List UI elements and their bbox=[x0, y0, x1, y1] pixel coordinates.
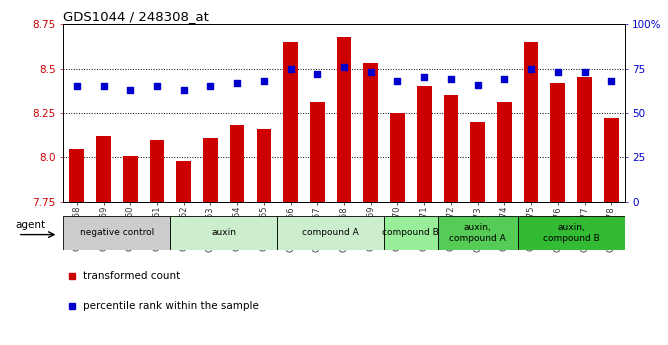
Bar bbox=[203, 138, 218, 345]
Bar bbox=[524, 42, 538, 345]
Point bbox=[419, 75, 430, 80]
Bar bbox=[63, 216, 170, 250]
Text: compound A: compound A bbox=[303, 228, 359, 237]
Bar bbox=[390, 113, 405, 345]
Text: compound B: compound B bbox=[383, 228, 439, 237]
Point bbox=[579, 69, 590, 75]
Bar bbox=[497, 102, 512, 345]
Text: auxin,
compound A: auxin, compound A bbox=[450, 223, 506, 243]
Bar bbox=[69, 148, 84, 345]
Bar bbox=[123, 156, 138, 345]
Text: agent: agent bbox=[16, 220, 46, 230]
Bar bbox=[230, 126, 244, 345]
Point bbox=[526, 66, 536, 71]
Point bbox=[71, 83, 82, 89]
Point bbox=[606, 78, 617, 84]
Point bbox=[312, 71, 323, 77]
Bar bbox=[257, 129, 271, 345]
Bar bbox=[310, 102, 325, 345]
Text: percentile rank within the sample: percentile rank within the sample bbox=[83, 302, 259, 311]
Point bbox=[552, 69, 563, 75]
Point bbox=[285, 66, 296, 71]
Point bbox=[205, 83, 216, 89]
Point bbox=[446, 77, 456, 82]
Text: transformed count: transformed count bbox=[83, 271, 180, 281]
Point bbox=[152, 83, 162, 89]
Bar bbox=[470, 122, 485, 345]
Text: negative control: negative control bbox=[79, 228, 154, 237]
Bar bbox=[444, 95, 458, 345]
Bar bbox=[518, 216, 625, 250]
Bar bbox=[384, 216, 438, 250]
Point bbox=[178, 87, 189, 93]
Point bbox=[339, 64, 349, 70]
Text: GDS1044 / 248308_at: GDS1044 / 248308_at bbox=[63, 10, 209, 23]
Text: auxin: auxin bbox=[211, 228, 236, 237]
Bar bbox=[170, 216, 277, 250]
Point bbox=[392, 78, 403, 84]
Bar bbox=[363, 63, 378, 345]
Point bbox=[232, 80, 242, 86]
Bar bbox=[96, 136, 111, 345]
Bar bbox=[438, 216, 518, 250]
Bar bbox=[604, 118, 619, 345]
Point bbox=[499, 77, 510, 82]
Point bbox=[365, 69, 376, 75]
Point bbox=[472, 82, 483, 87]
Point bbox=[259, 78, 269, 84]
Bar bbox=[550, 83, 565, 345]
Bar bbox=[283, 42, 298, 345]
Bar bbox=[176, 161, 191, 345]
Point bbox=[98, 83, 109, 89]
Bar bbox=[577, 78, 592, 345]
Text: auxin,
compound B: auxin, compound B bbox=[543, 223, 599, 243]
Bar bbox=[417, 86, 432, 345]
Point bbox=[125, 87, 136, 93]
Bar bbox=[337, 37, 351, 345]
Bar bbox=[277, 216, 384, 250]
Bar bbox=[150, 140, 164, 345]
